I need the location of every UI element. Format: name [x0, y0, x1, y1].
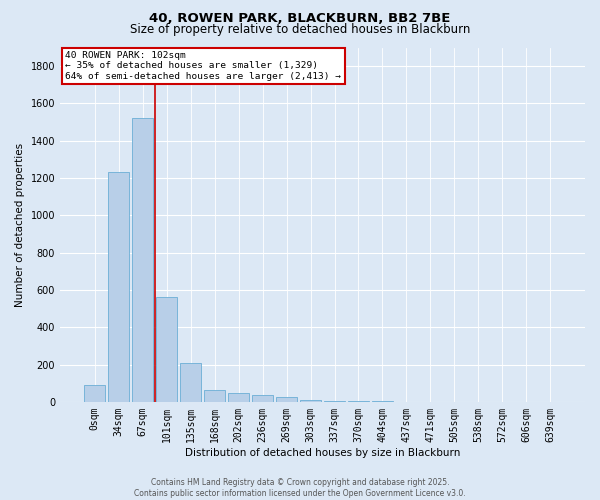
Bar	[300, 400, 322, 402]
Bar	[228, 394, 250, 402]
Bar	[156, 298, 178, 402]
Bar	[132, 118, 154, 402]
Text: Contains HM Land Registry data © Crown copyright and database right 2025.
Contai: Contains HM Land Registry data © Crown c…	[134, 478, 466, 498]
X-axis label: Distribution of detached houses by size in Blackburn: Distribution of detached houses by size …	[185, 448, 460, 458]
Bar	[204, 390, 226, 402]
Bar	[180, 362, 202, 402]
Y-axis label: Number of detached properties: Number of detached properties	[15, 142, 25, 306]
Bar	[252, 396, 274, 402]
Bar	[84, 385, 106, 402]
Bar	[324, 401, 346, 402]
Text: 40 ROWEN PARK: 102sqm
← 35% of detached houses are smaller (1,329)
64% of semi-d: 40 ROWEN PARK: 102sqm ← 35% of detached …	[65, 51, 341, 81]
Text: 40, ROWEN PARK, BLACKBURN, BB2 7BE: 40, ROWEN PARK, BLACKBURN, BB2 7BE	[149, 12, 451, 26]
Bar	[108, 172, 130, 402]
Text: Size of property relative to detached houses in Blackburn: Size of property relative to detached ho…	[130, 22, 470, 36]
Bar	[276, 396, 298, 402]
